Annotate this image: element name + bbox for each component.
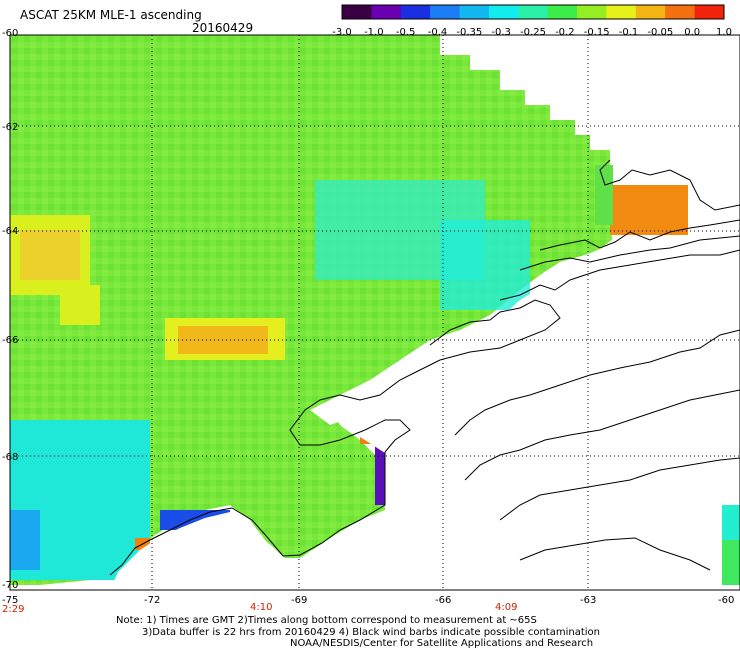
- land-mask: [110, 230, 740, 590]
- colorbar-segment: [635, 5, 666, 19]
- colorbar-segment: [400, 5, 431, 19]
- coastline-west-coast: [499, 249, 740, 301]
- lat-label-70: -70: [2, 580, 18, 591]
- note-line-2: 3)Data buffer is 22 hrs from 20160429 4)…: [142, 627, 600, 638]
- colorbar: -3.0 -1.0 -0.5 -0.4 -0.35 -0.3 -0.25 -0.2 -0.15-…: [332, 4, 732, 38]
- coastline-palmer-land: [454, 329, 740, 436]
- colorbar-segment: [430, 5, 461, 19]
- coastline-inner-1: [464, 389, 740, 481]
- colorbar-tick-label: -0.25: [520, 27, 546, 38]
- colorbar-tick-label: -3.0: [332, 27, 352, 38]
- colorbar-segment: [371, 5, 402, 19]
- coastline-george-vi: [109, 452, 386, 576]
- colorbar-tick-label: -0.35: [456, 27, 482, 38]
- lat-label-66: -66: [2, 335, 18, 346]
- time-label-second: 4:10: [250, 602, 272, 613]
- lat-labels: -60 -62 -64 -66 -68 -70: [2, 28, 18, 591]
- colorbar-tick-label: -0.1: [619, 27, 639, 38]
- swath-patch-orange-left: [20, 230, 80, 280]
- colorbar-tick-label: 0.0: [684, 27, 700, 38]
- coastline-inner-2: [499, 457, 740, 521]
- colorbar-segment: [342, 5, 372, 19]
- time-label-third: 4:09: [495, 602, 517, 613]
- colorbar-segment: [459, 5, 490, 19]
- colorbar-tick-label: -1.0: [364, 27, 384, 38]
- swath-patch-yellow-right: [60, 285, 100, 325]
- swath-patch-orange-ne: [610, 185, 688, 235]
- swath-patch-green-ne: [595, 165, 613, 225]
- colorbar-tick-label: -0.5: [396, 27, 416, 38]
- colorbar-tick-label: -0.4: [428, 27, 448, 38]
- lat-label-62: -62: [2, 122, 18, 133]
- note-line-3: NOAA/NESDIS/Center for Satellite Applica…: [290, 638, 594, 649]
- coastline-peninsula-west: [599, 159, 740, 211]
- colorbar-tick-label: -0.2: [555, 27, 575, 38]
- map-frame: [9, 34, 740, 591]
- colorbar-tick-label: 1.0: [716, 27, 732, 38]
- time-label-first: 2:29: [2, 604, 24, 615]
- swath-background: [10, 35, 612, 585]
- time-labels: 2:29 4:10 4:09: [2, 602, 517, 615]
- colorbar-segment: [606, 5, 637, 19]
- lon-label-72: -72: [144, 595, 160, 606]
- lon-label-69: -69: [291, 595, 307, 606]
- lat-label-68: -68: [2, 452, 18, 463]
- colorbar-tick-label: -0.05: [647, 27, 673, 38]
- land-mask-bay: [310, 395, 355, 425]
- coastline-alexander: [289, 299, 561, 453]
- note-line-1: Note: 1) Times are GMT 2)Times along bot…: [116, 615, 537, 626]
- swath-patch-cyan-east-2: [440, 220, 530, 310]
- lon-labels: -75 -72 -69 -66 -63 -60: [2, 595, 734, 606]
- coastlines: [109, 159, 740, 576]
- colorbar-frame: [341, 4, 725, 20]
- grid: [10, 35, 740, 590]
- colorbar-tick-label: -0.3: [491, 27, 511, 38]
- coastline-peninsula-islands: [539, 219, 740, 251]
- colorbar-tick-label: -0.15: [584, 27, 610, 38]
- swath-patch-purple: [375, 445, 385, 505]
- lat-label-64: -64: [2, 226, 18, 237]
- lon-label-75: -75: [2, 595, 18, 606]
- colorbar-segment: [518, 5, 549, 19]
- coastline-peninsula-mid: [519, 235, 740, 271]
- colorbar-segment: [547, 5, 578, 19]
- colorbar-segment: [665, 5, 696, 19]
- swath-patch-green-strip: [722, 540, 740, 585]
- lon-label-66: -66: [435, 595, 451, 606]
- lat-label-60: -60: [2, 28, 18, 39]
- colorbar-segment: [694, 5, 725, 19]
- title: ASCAT 25KM MLE-1 ascending: [20, 8, 202, 22]
- lon-label-60: -60: [718, 595, 734, 606]
- ascat-swath: [10, 35, 740, 585]
- coastline-inner-3: [519, 537, 711, 571]
- lon-label-63: -63: [580, 595, 596, 606]
- date-label: 20160429: [192, 21, 254, 35]
- colorbar-segment: [488, 5, 519, 19]
- swath-patch-blue-south: [10, 510, 40, 570]
- colorbar-segment: [577, 5, 607, 19]
